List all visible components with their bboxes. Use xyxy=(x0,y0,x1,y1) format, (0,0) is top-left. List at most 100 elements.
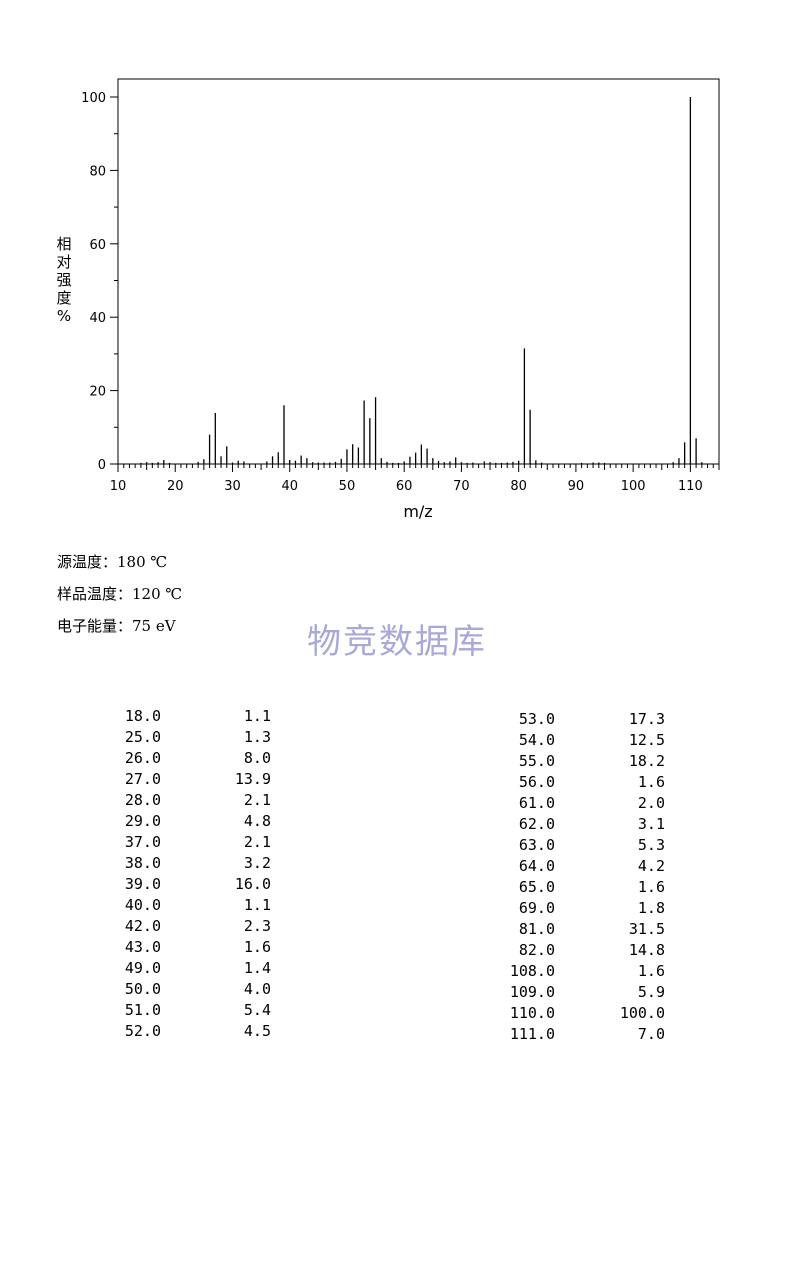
relative-intensity-value: 2.1 xyxy=(243,791,271,809)
relative-intensity-value: 2.3 xyxy=(243,917,271,935)
x-tick-label: 90 xyxy=(568,479,585,494)
table-row: 37.0 2.1 xyxy=(117,832,271,853)
mz-value: 39.0 xyxy=(124,875,161,893)
table-row: 51.0 5.4 xyxy=(117,1000,271,1021)
table-row: 54.0 12.5 xyxy=(501,730,665,751)
relative-intensity-value: 5.4 xyxy=(243,1001,271,1019)
relative-intensity-value: 4.5 xyxy=(243,1022,271,1040)
table-row: 49.0 1.4 xyxy=(117,958,271,979)
table-row: 29.0 4.8 xyxy=(117,811,271,832)
mz-value: 26.0 xyxy=(124,749,161,767)
y-label-char: 强 xyxy=(56,271,71,289)
table-row: 65.0 1.6 xyxy=(501,877,665,898)
relative-intensity-value: 12.5 xyxy=(628,731,665,749)
relative-intensity-value: 3.2 xyxy=(243,854,271,872)
table-row: 27.0 13.9 xyxy=(117,769,271,790)
y-label-char: 对 xyxy=(56,253,71,271)
x-axis: 10 20 30 40 50 60 70 80 90 100 110 xyxy=(110,464,720,494)
mz-value: 27.0 xyxy=(124,770,161,788)
relative-intensity-value: 17.3 xyxy=(628,710,665,728)
mz-value: 63.0 xyxy=(518,836,555,854)
source-temperature: 源温度：180 ℃ xyxy=(57,551,167,572)
mz-value: 42.0 xyxy=(124,917,161,935)
mass-spectrum-chart: 0 20 40 60 80 100 10 20 30 40 50 60 70 80 90 100 110 m/… xyxy=(56,78,720,521)
relative-intensity-value: 1.1 xyxy=(243,707,271,725)
table-row: 53.0 17.3 xyxy=(501,709,665,730)
source-temperature-unit: ℃ xyxy=(150,553,168,571)
relative-intensity-value: 16.0 xyxy=(234,875,271,893)
table-row: 111.0 7.0 xyxy=(501,1024,665,1045)
mz-value: 29.0 xyxy=(124,812,161,830)
mz-value: 51.0 xyxy=(124,1001,161,1019)
table-row: 50.0 4.0 xyxy=(117,979,271,1000)
table-row: 42.0 2.3 xyxy=(117,916,271,937)
table-row: 52.0 4.5 xyxy=(117,1021,271,1042)
relative-intensity-value: 8.0 xyxy=(243,749,271,767)
y-axis: 0 20 40 60 80 100 xyxy=(81,91,118,473)
relative-intensity-value: 4.2 xyxy=(637,857,665,875)
table-row: 63.0 5.3 xyxy=(501,835,665,856)
watermark: 物竞数据库 xyxy=(307,622,487,662)
table-row: 38.0 3.2 xyxy=(117,853,271,874)
mz-value: 61.0 xyxy=(518,794,555,812)
relative-intensity-value: 3.1 xyxy=(637,815,665,833)
x-tick-label: 70 xyxy=(453,479,470,494)
relative-intensity-value: 2.1 xyxy=(243,833,271,851)
relative-intensity-value: 100.0 xyxy=(619,1004,665,1022)
relative-intensity-value: 1.6 xyxy=(243,938,271,956)
sample-temperature-value: 120 xyxy=(132,585,166,603)
y-tick-label: 100 xyxy=(81,91,106,106)
mz-value: 69.0 xyxy=(518,899,555,917)
table-row: 40.0 1.1 xyxy=(117,895,271,916)
relative-intensity-value: 5.9 xyxy=(637,983,665,1001)
peak-bars xyxy=(140,97,703,464)
x-tick-label: 60 xyxy=(396,479,413,494)
table-row: 39.0 16.0 xyxy=(117,874,271,895)
relative-intensity-value: 18.2 xyxy=(628,752,665,770)
relative-intensity-value: 1.1 xyxy=(243,896,271,914)
table-row: 28.0 2.1 xyxy=(117,790,271,811)
y-tick-label: 20 xyxy=(89,385,106,400)
table-row: 69.0 1.8 xyxy=(501,898,665,919)
table-row: 25.0 1.3 xyxy=(117,727,271,748)
table-row: 62.0 3.1 xyxy=(501,814,665,835)
mz-value: 43.0 xyxy=(124,938,161,956)
mz-value: 52.0 xyxy=(124,1022,161,1040)
table-row: 26.0 8.0 xyxy=(117,748,271,769)
x-tick-label: 50 xyxy=(339,479,356,494)
mz-value: 38.0 xyxy=(124,854,161,872)
mz-value: 53.0 xyxy=(518,710,555,728)
relative-intensity-value: 4.8 xyxy=(243,812,271,830)
x-axis-label: m/z xyxy=(403,502,432,521)
y-label-char: 度 xyxy=(56,289,71,307)
relative-intensity-value: 1.6 xyxy=(637,878,665,896)
table-row: 81.0 31.5 xyxy=(501,919,665,940)
x-tick-label: 40 xyxy=(281,479,298,494)
relative-intensity-value: 1.6 xyxy=(637,773,665,791)
mz-value: 65.0 xyxy=(518,878,555,896)
y-label-char: % xyxy=(57,307,71,325)
peak-table-right: 53.0 17.3 54.0 12.5 55.0 18.2 56.0 1.6 61.0 2.0 62… xyxy=(501,709,665,1045)
peak-table-left: 18.0 1.1 25.0 1.3 26.0 8.0 27.0 13.9 28.0 2.1 29.0… xyxy=(117,706,271,1042)
sample-temperature-unit: ℃ xyxy=(165,585,183,603)
y-tick-label: 40 xyxy=(89,311,106,326)
sample-temperature: 样品温度：120 ℃ xyxy=(57,583,182,604)
mz-value: 108.0 xyxy=(509,962,555,980)
mz-value: 110.0 xyxy=(509,1004,555,1022)
mz-value: 37.0 xyxy=(124,833,161,851)
plot-frame xyxy=(117,78,720,465)
source-temperature-label: 源温度： xyxy=(57,553,118,571)
relative-intensity-value: 1.4 xyxy=(243,959,271,977)
y-label-char: 相 xyxy=(56,235,71,253)
mz-value: 82.0 xyxy=(518,941,555,959)
table-row: 82.0 14.8 xyxy=(501,940,665,961)
table-row: 56.0 1.6 xyxy=(501,772,665,793)
x-tick-label: 20 xyxy=(167,479,184,494)
x-tick-label: 10 xyxy=(110,479,127,494)
table-row: 43.0 1.6 xyxy=(117,937,271,958)
mz-value: 56.0 xyxy=(518,773,555,791)
electron-energy-value: 75 eV xyxy=(132,617,176,635)
mz-value: 109.0 xyxy=(509,983,555,1001)
relative-intensity-value: 1.3 xyxy=(243,728,271,746)
